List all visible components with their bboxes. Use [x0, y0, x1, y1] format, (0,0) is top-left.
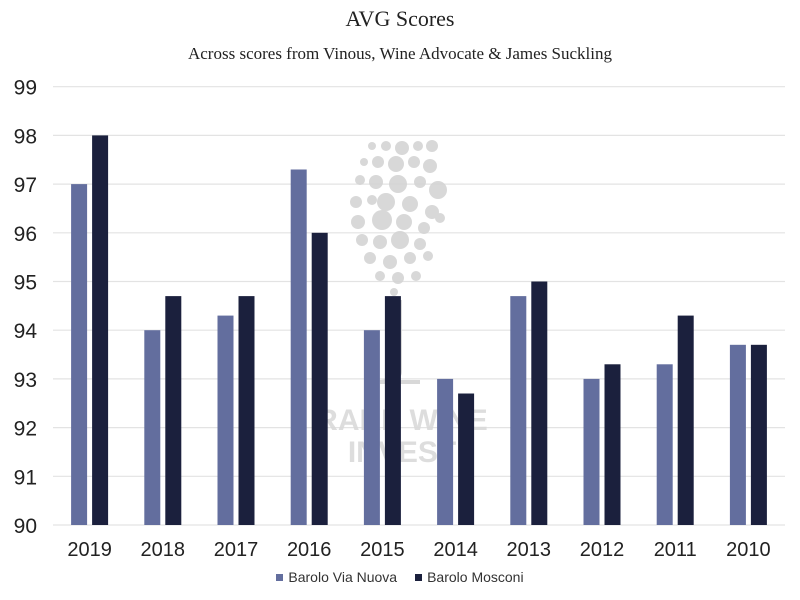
bar-via-nuova-2010	[729, 344, 746, 525]
bar-mosconi-2016	[311, 232, 328, 526]
y-tick-label: 90	[14, 515, 37, 538]
bar-mosconi-2017	[238, 296, 255, 525]
bar-via-nuova-2011	[656, 364, 673, 525]
y-tick-label: 96	[14, 223, 37, 246]
bar-via-nuova-2013	[510, 296, 527, 525]
legend-item-mosconi: Barolo Mosconi	[415, 569, 524, 585]
y-tick-label: 97	[14, 174, 37, 197]
bar-via-nuova-2015	[363, 330, 380, 525]
x-tick-label: 2014	[433, 539, 478, 561]
bar-mosconi-2010	[750, 344, 767, 525]
legend-label-via-nuova: Barolo Via Nuova	[288, 569, 398, 585]
x-tick-label: 2013	[507, 539, 552, 561]
bar-mosconi-2012	[604, 364, 621, 525]
x-tick-label: 2010	[726, 539, 771, 561]
bar-via-nuova-2012	[583, 378, 600, 525]
y-tick-label: 99	[14, 77, 37, 100]
x-tick-label: 2015	[360, 539, 405, 561]
x-tick-label: 2016	[287, 539, 332, 561]
bar-mosconi-2013	[531, 281, 548, 525]
y-tick-label: 91	[14, 466, 37, 489]
bar-via-nuova-2014	[437, 378, 454, 525]
bar-mosconi-2014	[458, 393, 475, 525]
bar-mosconi-2018	[165, 296, 182, 525]
chart-title: AVG Scores	[345, 6, 455, 31]
x-tick-label: 2017	[214, 539, 259, 561]
y-tick-label: 94	[14, 320, 38, 343]
legend-item-via-nuova: Barolo Via Nuova	[276, 569, 397, 585]
y-tick-label: 95	[14, 272, 37, 295]
bar-mosconi-2011	[677, 315, 694, 525]
bar-via-nuova-2018	[144, 330, 161, 525]
bar-via-nuova-2017	[217, 315, 234, 525]
y-tick-label: 98	[14, 125, 37, 148]
legend-swatch-mosconi	[415, 573, 423, 581]
bar-mosconi-2015	[384, 296, 401, 525]
legend-swatch-via-nuova	[276, 573, 284, 581]
bar-via-nuova-2016	[290, 169, 307, 526]
x-tick-label: 2019	[67, 539, 112, 561]
y-tick-label: 93	[14, 369, 37, 392]
x-tick-label: 2011	[654, 539, 697, 561]
chart-subtitle: Across scores from Vinous, Wine Advocate…	[187, 44, 613, 63]
bar-mosconi-2019	[92, 135, 109, 525]
legend: Barolo Via Nuova Barolo Mosconi	[0, 569, 800, 585]
y-tick-label: 92	[14, 418, 37, 441]
x-tick-label: 2012	[580, 539, 625, 561]
bar-via-nuova-2019	[71, 184, 88, 525]
legend-label-mosconi: Barolo Mosconi	[427, 569, 524, 585]
x-tick-label: 2018	[141, 539, 186, 561]
